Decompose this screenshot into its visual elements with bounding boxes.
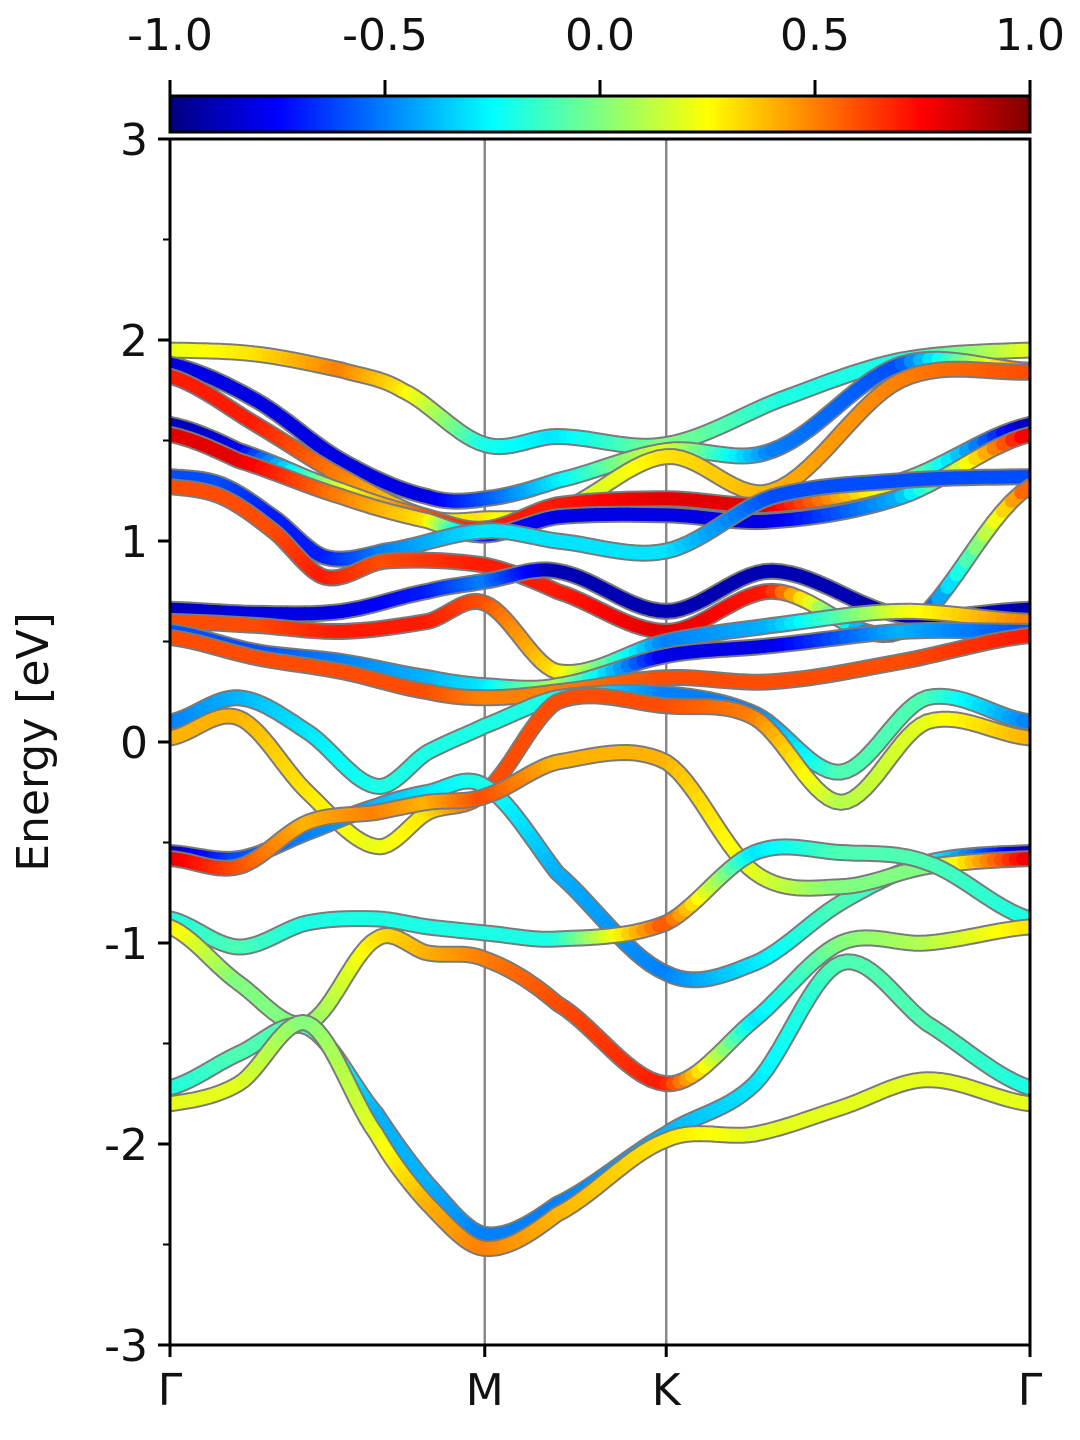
y-axis: 3 2 1 0 -1 -2 -3 [104, 115, 170, 1372]
band-segment [1014, 417, 1030, 434]
band-11 [170, 627, 1030, 707]
band-15 [170, 744, 1030, 897]
band-17 [170, 918, 1030, 1093]
band-lines [170, 341, 1030, 1258]
band-19 [170, 1014, 1030, 1258]
band-6 [170, 468, 1030, 568]
y-tick-label: -1 [104, 919, 148, 970]
y-tick-label: 1 [120, 517, 148, 568]
y-tick-label: 0 [120, 718, 148, 769]
colorbar-gradient [168, 94, 1032, 134]
x-tick-label: Γ [158, 1365, 183, 1416]
band-8 [170, 561, 1030, 626]
y-axis-label: Energy [eV] [8, 612, 59, 872]
band-segment [1014, 480, 1030, 500]
band-16 [170, 838, 1030, 956]
colorbar: -1.0 -0.5 0.0 0.5 1.0 [127, 10, 1065, 134]
band-segment [1014, 614, 1030, 628]
colorbar-tick-label: -1.0 [127, 10, 213, 61]
colorbar-tick-label: 0.5 [780, 10, 850, 61]
y-tick-label: -3 [104, 1321, 148, 1372]
y-tick-label: 2 [120, 316, 148, 367]
colorbar-tick-label: 0.0 [565, 10, 635, 61]
plot-area: 3 2 1 0 -1 -2 -3 Γ M K Γ Energy [eV] [8, 115, 1043, 1416]
y-tick-label: 3 [120, 115, 148, 166]
band-9 [170, 592, 1030, 681]
colorbar-tick-label: 1.0 [995, 10, 1065, 61]
band-outline [170, 1014, 1030, 1258]
colorbar-ticks: -1.0 -0.5 0.0 0.5 1.0 [127, 10, 1065, 96]
colorbar-tick-label: -0.5 [342, 10, 428, 61]
x-tick-label: M [466, 1365, 504, 1416]
x-tick-label: Γ [1018, 1365, 1043, 1416]
y-tick-label: -2 [104, 1120, 148, 1171]
band-segment [1014, 428, 1030, 444]
band-segment [1014, 629, 1030, 643]
x-tick-label: K [652, 1365, 682, 1416]
